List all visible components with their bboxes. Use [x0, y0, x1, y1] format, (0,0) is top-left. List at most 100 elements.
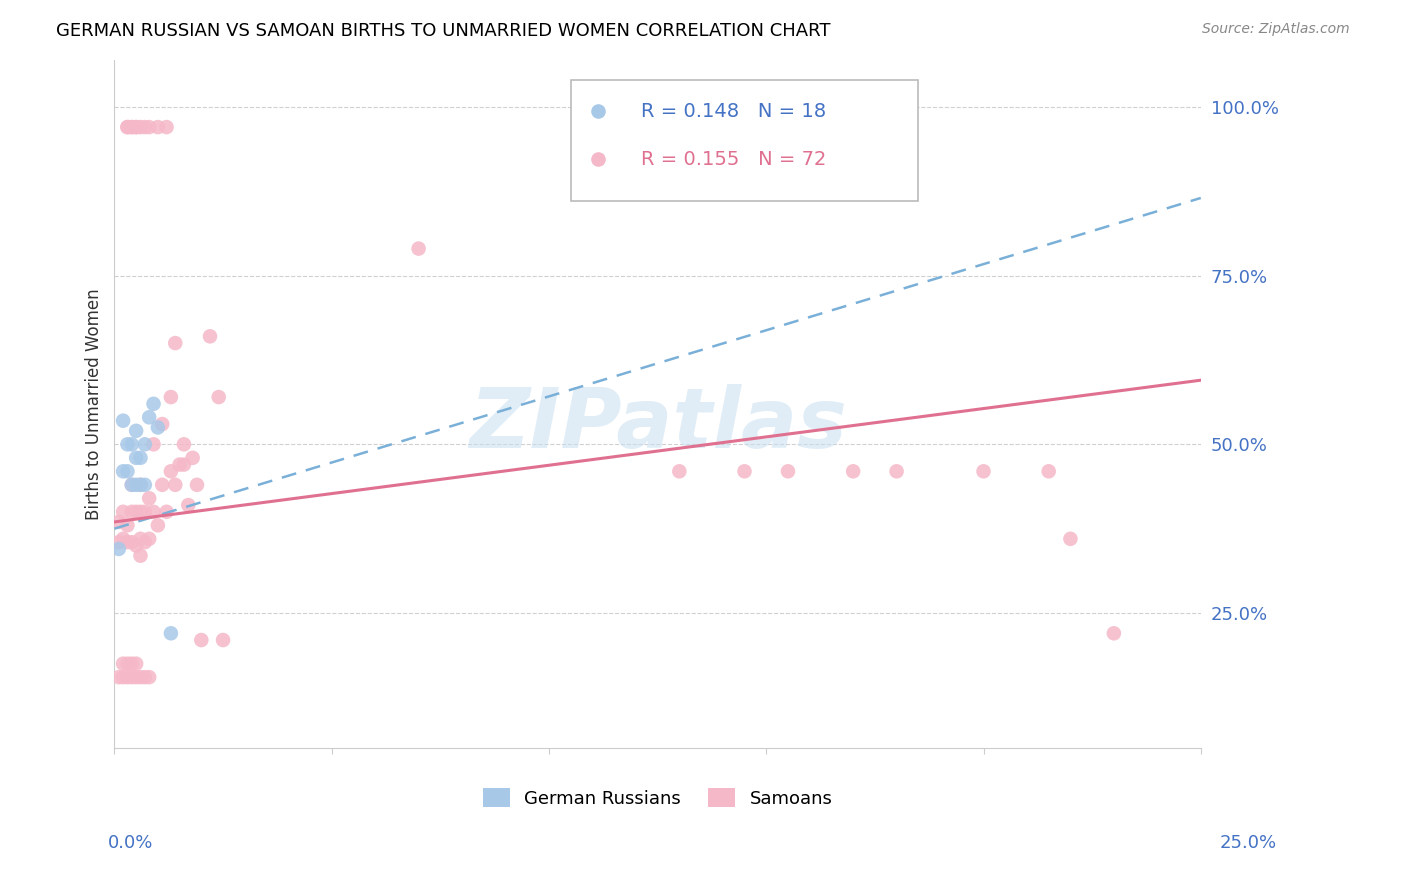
Point	[121, 670, 143, 684]
Point	[190, 633, 212, 648]
Point	[160, 390, 183, 404]
Point	[142, 397, 165, 411]
Point	[142, 505, 165, 519]
Point	[117, 518, 139, 533]
Point	[117, 535, 139, 549]
Text: R = 0.155   N = 72: R = 0.155 N = 72	[641, 150, 827, 169]
Point	[165, 478, 187, 492]
Point	[117, 657, 139, 671]
Point	[212, 633, 235, 648]
Point	[842, 464, 865, 478]
Text: Source: ZipAtlas.com: Source: ZipAtlas.com	[1202, 22, 1350, 37]
Point	[125, 505, 148, 519]
Point	[134, 670, 156, 684]
Point	[112, 464, 135, 478]
Point	[125, 120, 148, 134]
Point	[117, 670, 139, 684]
Point	[121, 478, 143, 492]
Text: 0.0%: 0.0%	[108, 834, 153, 852]
Point	[142, 437, 165, 451]
Point	[138, 410, 160, 425]
Point	[117, 120, 139, 134]
Point	[173, 458, 195, 472]
Point	[138, 670, 160, 684]
Point	[121, 120, 143, 134]
Point	[129, 549, 152, 563]
Point	[112, 532, 135, 546]
Point	[121, 657, 143, 671]
Point	[107, 541, 129, 556]
Point	[129, 532, 152, 546]
Point	[117, 464, 139, 478]
Legend: German Russians, Samoans: German Russians, Samoans	[475, 780, 839, 814]
Point	[1059, 532, 1081, 546]
Text: R = 0.148   N = 18: R = 0.148 N = 18	[641, 102, 827, 120]
Point	[1102, 626, 1125, 640]
Point	[112, 670, 135, 684]
Text: GERMAN RUSSIAN VS SAMOAN BIRTHS TO UNMARRIED WOMEN CORRELATION CHART: GERMAN RUSSIAN VS SAMOAN BIRTHS TO UNMAR…	[56, 22, 831, 40]
Point	[121, 535, 143, 549]
Point	[134, 478, 156, 492]
Point	[112, 657, 135, 671]
Point	[125, 450, 148, 465]
Point	[138, 120, 160, 134]
Point	[776, 464, 799, 478]
FancyBboxPatch shape	[571, 80, 918, 201]
Point	[134, 437, 156, 451]
Y-axis label: Births to Unmarried Women: Births to Unmarried Women	[86, 288, 103, 520]
Point	[112, 414, 135, 428]
Point	[155, 120, 177, 134]
Point	[121, 120, 143, 134]
Point	[134, 535, 156, 549]
Point	[198, 329, 221, 343]
Point	[160, 464, 183, 478]
Point	[408, 242, 430, 256]
Point	[208, 390, 231, 404]
Point	[138, 532, 160, 546]
Point	[117, 437, 139, 451]
Point	[181, 450, 204, 465]
Point	[134, 120, 156, 134]
Point	[112, 505, 135, 519]
Point	[129, 450, 152, 465]
Point	[150, 478, 173, 492]
Point	[146, 120, 169, 134]
Point	[886, 464, 908, 478]
Point	[121, 437, 143, 451]
Text: 25.0%: 25.0%	[1219, 834, 1277, 852]
Point	[107, 515, 129, 529]
Point	[121, 478, 143, 492]
Point	[129, 120, 152, 134]
Point	[125, 670, 148, 684]
Point	[155, 505, 177, 519]
Point	[146, 518, 169, 533]
Point	[134, 505, 156, 519]
Point	[117, 120, 139, 134]
Point	[107, 535, 129, 549]
Point	[668, 464, 690, 478]
Point	[1038, 464, 1060, 478]
Point	[165, 336, 187, 351]
Point	[125, 657, 148, 671]
Point	[173, 437, 195, 451]
Point	[125, 120, 148, 134]
Point	[129, 478, 152, 492]
Point	[125, 424, 148, 438]
Point	[734, 464, 756, 478]
Point	[125, 478, 148, 492]
Point	[160, 626, 183, 640]
Point	[107, 670, 129, 684]
Point	[169, 458, 191, 472]
Point	[129, 505, 152, 519]
Point	[177, 498, 200, 512]
Point	[138, 491, 160, 506]
Point	[129, 478, 152, 492]
Point	[150, 417, 173, 431]
Text: ZIPatlas: ZIPatlas	[468, 384, 846, 465]
Point	[146, 420, 169, 434]
Point	[973, 464, 995, 478]
Point	[121, 505, 143, 519]
Point	[186, 478, 208, 492]
Point	[125, 539, 148, 553]
Point	[129, 670, 152, 684]
